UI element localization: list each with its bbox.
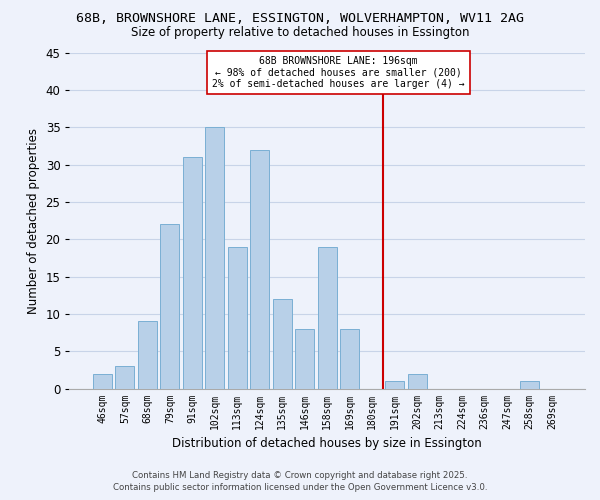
- Bar: [93, 374, 112, 388]
- Bar: [317, 246, 337, 388]
- Text: 68B BROWNSHORE LANE: 196sqm
← 98% of detached houses are smaller (200)
2% of sem: 68B BROWNSHORE LANE: 196sqm ← 98% of det…: [212, 56, 465, 90]
- Bar: [250, 150, 269, 388]
- Bar: [295, 329, 314, 388]
- Bar: [138, 322, 157, 388]
- Bar: [407, 374, 427, 388]
- Y-axis label: Number of detached properties: Number of detached properties: [27, 128, 40, 314]
- Text: 68B, BROWNSHORE LANE, ESSINGTON, WOLVERHAMPTON, WV11 2AG: 68B, BROWNSHORE LANE, ESSINGTON, WOLVERH…: [76, 12, 524, 26]
- X-axis label: Distribution of detached houses by size in Essington: Distribution of detached houses by size …: [172, 437, 482, 450]
- Text: Size of property relative to detached houses in Essington: Size of property relative to detached ho…: [131, 26, 469, 39]
- Bar: [115, 366, 134, 388]
- Bar: [183, 157, 202, 388]
- Bar: [273, 299, 292, 388]
- Bar: [205, 127, 224, 388]
- Bar: [385, 381, 404, 388]
- Bar: [340, 329, 359, 388]
- Bar: [520, 381, 539, 388]
- Text: Contains HM Land Registry data © Crown copyright and database right 2025.
Contai: Contains HM Land Registry data © Crown c…: [113, 471, 487, 492]
- Bar: [160, 224, 179, 388]
- Bar: [228, 246, 247, 388]
